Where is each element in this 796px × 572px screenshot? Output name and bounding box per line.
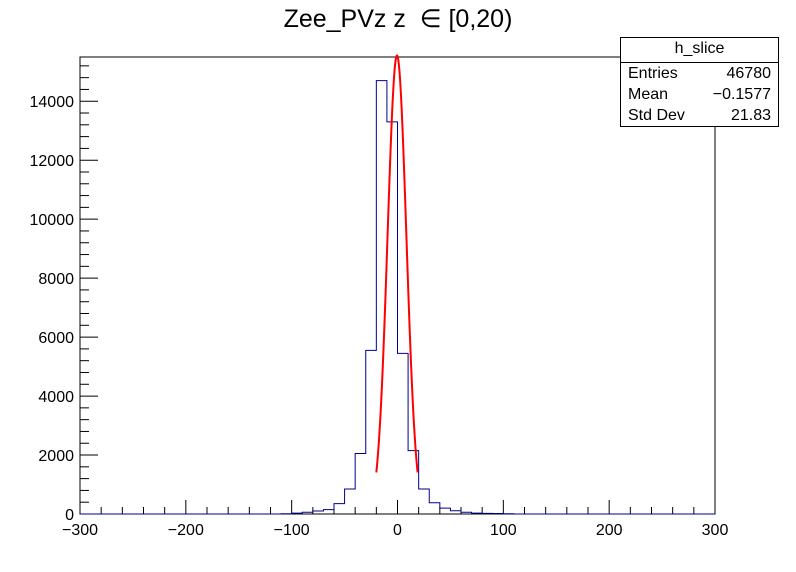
x-tick-label: −300 [62,522,98,539]
x-tick-label: 0 [393,522,402,539]
stats-row-entries: Entries 46780 [621,63,778,84]
x-tick-label: −100 [274,522,310,539]
histogram-outline [80,80,715,515]
x-axis-ticks: −300 −200 −100 0 100 200 300 [62,500,728,539]
y-tick-label: 4000 [38,389,74,406]
stats-value-entries: 46780 [726,65,772,82]
stats-box-title: h_slice [621,38,778,63]
stats-value-mean: −0.1577 [712,86,771,103]
stats-label-mean: Mean [628,86,669,103]
chart-title: Zee_PVz z ∈ [0,20) [283,5,513,33]
y-tick-label: 2000 [38,448,74,465]
stats-label-entries: Entries [628,65,678,82]
y-tick-label: 0 [65,507,74,524]
x-tick-label: −200 [168,522,204,539]
gaussian-fit-curve [375,54,419,473]
y-tick-label: 14000 [30,94,75,111]
gaussian-fit-series [375,54,419,473]
y-axis-ticks: 0 2000 4000 6000 8000 10000 12000 14000 [30,65,98,524]
histogram-series [80,80,715,515]
y-tick-label: 12000 [30,153,75,170]
y-tick-label: 10000 [30,212,75,229]
y-tick-label: 8000 [38,271,74,288]
stats-label-stddev: Std Dev [628,107,685,124]
y-tick-label: 6000 [38,330,74,347]
stats-value-stddev: 21.83 [730,107,771,124]
x-tick-label: 300 [702,522,729,539]
stats-row-mean: Mean −0.1577 [621,84,778,105]
stats-box: h_slice Entries 46780 Mean −0.1577 Std D… [620,37,779,127]
x-tick-label: 200 [596,522,623,539]
x-tick-label: 100 [490,522,517,539]
stats-row-stddev: Std Dev 21.83 [621,105,778,126]
